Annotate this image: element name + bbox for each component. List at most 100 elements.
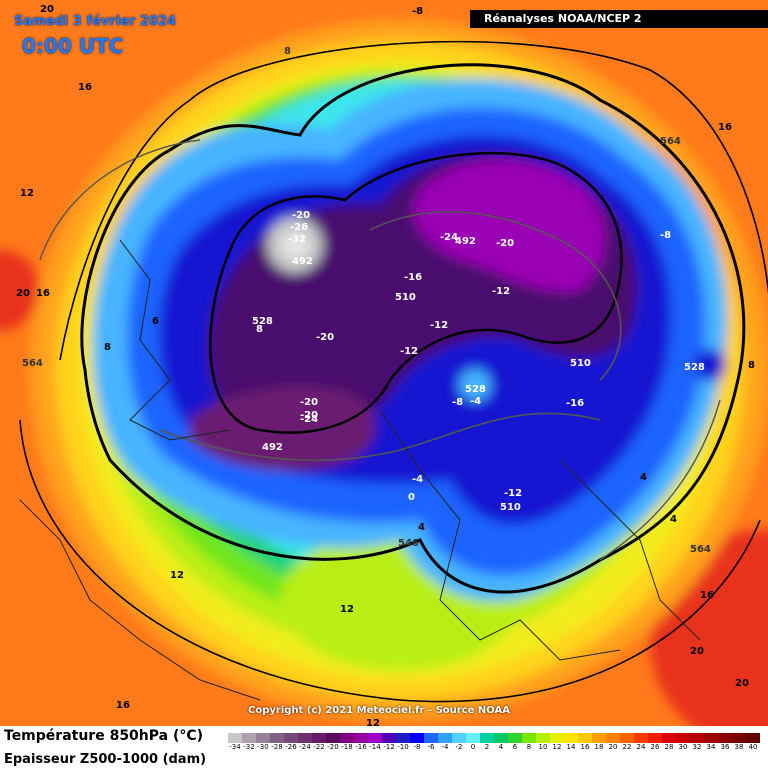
temp-label: -26 bbox=[290, 222, 308, 233]
legend-title-thickness: Epaisseur Z500-1000 (dam) bbox=[4, 752, 207, 767]
scale-cell: 40 bbox=[746, 733, 760, 755]
scale-cell: 34 bbox=[704, 733, 718, 755]
scale-label: 40 bbox=[748, 743, 758, 751]
temp-label: 16 bbox=[116, 700, 130, 711]
scale-swatch bbox=[494, 733, 508, 743]
thickness-label: 528 bbox=[684, 362, 705, 373]
scale-cell: -8 bbox=[410, 733, 424, 755]
scale-label: -6 bbox=[427, 743, 435, 751]
temp-label: 12 bbox=[20, 188, 34, 199]
scale-label: -8 bbox=[413, 743, 421, 751]
scale-swatch bbox=[326, 733, 340, 743]
temp-label: -12 bbox=[504, 488, 522, 499]
temp-label: 12 bbox=[170, 570, 184, 581]
temp-label: 4 bbox=[640, 472, 647, 483]
scale-swatch bbox=[480, 733, 494, 743]
scale-cell: 8 bbox=[522, 733, 536, 755]
scale-swatch bbox=[256, 733, 270, 743]
scale-swatch bbox=[704, 733, 718, 743]
temp-label: -16 bbox=[566, 398, 584, 409]
scale-cell: 16 bbox=[578, 733, 592, 755]
color-scale: -34 -32 -30 -28 -26 -24 -22 -20 -18 -16 -14 -12 -10-… bbox=[228, 733, 760, 755]
scale-label: 20 bbox=[608, 743, 618, 751]
temp-label: 16 bbox=[700, 590, 714, 601]
temp-label: 20 bbox=[16, 288, 30, 299]
scale-cell: -18 bbox=[340, 733, 354, 755]
scale-swatch bbox=[732, 733, 746, 743]
scale-cell: -34 bbox=[228, 733, 242, 755]
scale-label: -2 bbox=[455, 743, 463, 751]
scale-swatch bbox=[382, 733, 396, 743]
scale-label: -22 bbox=[313, 743, 325, 751]
scale-cell: 26 bbox=[648, 733, 662, 755]
temp-label: 12 bbox=[340, 604, 354, 615]
temp-label: -12 bbox=[400, 346, 418, 357]
thickness-label: 564 bbox=[22, 358, 43, 369]
scale-label: -14 bbox=[369, 743, 381, 751]
thickness-label: 564 bbox=[660, 136, 681, 147]
scale-swatch bbox=[648, 733, 662, 743]
scale-cell: -10 bbox=[396, 733, 410, 755]
temp-label: 4 bbox=[670, 514, 677, 525]
temp-label: -4 bbox=[470, 396, 481, 407]
source-banner: Réanalyses NOAA/NCEP 2 bbox=[470, 10, 768, 28]
scale-cell: 36 bbox=[718, 733, 732, 755]
temp-label: -8 bbox=[660, 230, 671, 241]
scale-cell: -22 bbox=[312, 733, 326, 755]
scale-swatch bbox=[312, 733, 326, 743]
temp-label: -12 bbox=[492, 286, 510, 297]
scale-label: 2 bbox=[484, 743, 490, 751]
map-date: Samedi 3 février 2024 bbox=[14, 14, 177, 29]
thickness-label: 8 bbox=[284, 46, 291, 57]
scale-cell: 10 bbox=[536, 733, 550, 755]
scale-label: 8 bbox=[526, 743, 532, 751]
scale-swatch bbox=[592, 733, 606, 743]
scale-label: -30 bbox=[257, 743, 269, 751]
scale-cell: 4 bbox=[494, 733, 508, 755]
temp-label: -8 bbox=[412, 6, 423, 17]
legend-title-temperature: Température 850hPa (°C) bbox=[4, 728, 204, 744]
scale-cell: -14 bbox=[368, 733, 382, 755]
copyright-text: Copyright (c) 2021 Meteociel.fr - Source… bbox=[248, 705, 510, 716]
scale-label: 30 bbox=[678, 743, 688, 751]
scale-cell: 14 bbox=[564, 733, 578, 755]
scale-cell: -28 bbox=[270, 733, 284, 755]
scale-label: 6 bbox=[512, 743, 518, 751]
scale-cell: -6 bbox=[424, 733, 438, 755]
scale-cell: 20 bbox=[606, 733, 620, 755]
scale-label: 32 bbox=[692, 743, 702, 751]
scale-swatch bbox=[368, 733, 382, 743]
temp-label: -8 bbox=[452, 397, 463, 408]
scale-label: -12 bbox=[383, 743, 395, 751]
scale-label: 22 bbox=[622, 743, 632, 751]
scale-cell: -30 bbox=[256, 733, 270, 755]
scale-swatch bbox=[508, 733, 522, 743]
scale-cell: 0 bbox=[466, 733, 480, 755]
thickness-label: 510 bbox=[500, 502, 521, 513]
scale-cell: -2 bbox=[452, 733, 466, 755]
scale-swatch bbox=[676, 733, 690, 743]
scale-cell: -4 bbox=[438, 733, 452, 755]
temp-label: 16 bbox=[718, 122, 732, 133]
scale-swatch bbox=[662, 733, 676, 743]
thickness-label: 492 bbox=[455, 236, 476, 247]
scale-swatch bbox=[466, 733, 480, 743]
scale-swatch bbox=[424, 733, 438, 743]
scale-cell: -32 bbox=[242, 733, 256, 755]
scale-cell: -24 bbox=[298, 733, 312, 755]
scale-label: 36 bbox=[720, 743, 730, 751]
scale-swatch bbox=[564, 733, 578, 743]
thickness-label: 546 bbox=[398, 538, 419, 549]
scale-swatch bbox=[354, 733, 368, 743]
scale-cell: -16 bbox=[354, 733, 368, 755]
scale-label: -34 bbox=[229, 743, 241, 751]
scale-cell: -20 bbox=[326, 733, 340, 755]
temp-label: 16 bbox=[78, 82, 92, 93]
scale-swatch bbox=[228, 733, 242, 743]
scale-label: -20 bbox=[327, 743, 339, 751]
scale-swatch bbox=[620, 733, 634, 743]
scale-cell: 12 bbox=[550, 733, 564, 755]
temp-label: 12 bbox=[366, 718, 380, 729]
